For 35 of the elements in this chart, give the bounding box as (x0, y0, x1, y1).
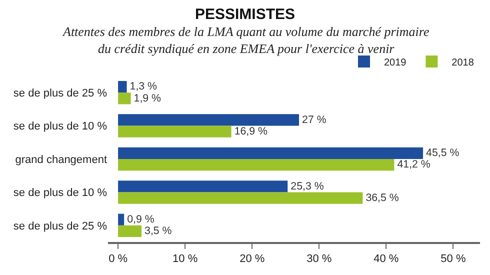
x-tick-label: 0 % (108, 253, 128, 266)
data-label: 27 % (302, 114, 327, 126)
bar (118, 126, 232, 138)
bar (118, 225, 142, 238)
x-tick-label: 20 % (240, 253, 265, 266)
x-tick-label: 10 % (172, 253, 198, 266)
data-label: 16,9 % (234, 126, 268, 138)
bar (118, 80, 127, 93)
y-tick-label: se de plus de 25 % (13, 87, 108, 100)
y-tick-label: se de plus de 25 % (13, 220, 108, 232)
chart-subtitle: Attentes des membres de la LMA quant au volume du marché primaire du crédit syndiqué en zone EMEA pour l'exercice à venir (62, 24, 430, 56)
bar (118, 180, 288, 192)
y-tick-label: se de plus de 10 % (13, 120, 108, 133)
data-label: 45,5 % (426, 147, 460, 160)
data-label: 36,5 % (366, 192, 400, 204)
bar (118, 192, 363, 204)
bar (118, 92, 131, 104)
chart-title: PESSIMISTES (195, 6, 296, 23)
bar (118, 214, 124, 226)
data-label: 1,3 % (130, 80, 158, 93)
bar (118, 147, 424, 159)
legend-label: 2018 (452, 57, 474, 68)
bar (118, 159, 394, 171)
x-tick-label: 40 % (374, 253, 399, 266)
bar (118, 114, 300, 126)
data-label: 1,9 % (134, 92, 162, 104)
x-tick-label: 50 % (440, 253, 466, 266)
data-label: 41,2 % (397, 158, 431, 171)
data-label: 0,9 % (127, 213, 155, 226)
y-tick-label: se de plus de 10 % (13, 187, 108, 200)
data-label: 3,5 % (144, 225, 172, 238)
data-label: 25,3 % (290, 180, 324, 192)
x-tick-label: 30 % (306, 253, 332, 266)
legend-label: 2019 (384, 57, 407, 68)
y-tick-label: grand changement (15, 154, 107, 166)
